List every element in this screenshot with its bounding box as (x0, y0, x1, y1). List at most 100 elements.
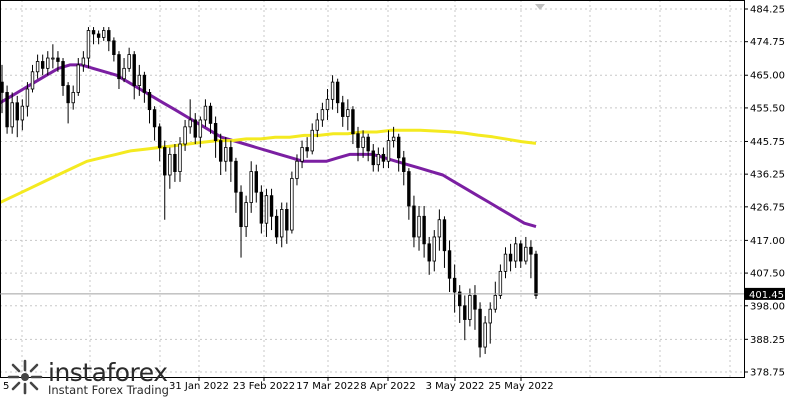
candle-body (5, 92, 9, 128)
candle (178, 137, 182, 182)
logo-text: instaforex (48, 358, 168, 387)
candle-body (325, 98, 330, 111)
grid-layer (0, 0, 744, 377)
candle-body (519, 243, 523, 262)
candle (234, 157, 238, 213)
candle-body (269, 195, 274, 217)
candle (386, 130, 391, 169)
candle-body (310, 129, 314, 152)
candle (458, 285, 462, 323)
candle-body (508, 253, 513, 262)
candle (0, 64, 4, 114)
candle-body (330, 81, 335, 100)
candle-body (61, 61, 65, 86)
candle-body (213, 123, 218, 142)
candle-body (396, 136, 401, 159)
candle (163, 140, 167, 220)
candle (432, 230, 436, 272)
candle-body (305, 147, 309, 152)
candle (229, 140, 233, 182)
candle (325, 88, 330, 120)
candle (81, 51, 86, 72)
candle (122, 58, 126, 83)
candle (427, 236, 431, 275)
candle (295, 154, 299, 186)
candle-body (0, 81, 4, 93)
candle (168, 147, 172, 189)
candle (529, 240, 533, 279)
y-tick-label: 436.25 (750, 170, 785, 181)
candle-body (427, 243, 431, 262)
candle (417, 205, 421, 251)
candle-body (122, 67, 126, 80)
candle-body (356, 133, 360, 148)
current-price-box (745, 287, 785, 300)
candle-body (10, 102, 14, 128)
candle-body (163, 147, 167, 176)
candle (25, 82, 30, 117)
candle-body (335, 81, 340, 104)
candle-body (361, 136, 365, 148)
candle-body (229, 147, 233, 162)
candle-body (366, 136, 370, 152)
candle (183, 119, 187, 151)
candle (274, 209, 279, 244)
candle (285, 202, 289, 244)
candle (269, 188, 274, 231)
candle-body (488, 308, 492, 324)
candle-body (249, 171, 253, 203)
candle-body (168, 153, 172, 176)
candle-body (86, 30, 91, 59)
candle (356, 126, 360, 162)
candle (40, 54, 45, 76)
candle (447, 240, 452, 293)
candle-body (452, 277, 457, 293)
candle (61, 58, 65, 96)
candle (498, 264, 503, 299)
candle (152, 106, 157, 141)
candle (107, 27, 111, 52)
candle-body (534, 253, 538, 296)
current-price-label: 401.45 (749, 290, 784, 301)
candle-body (51, 57, 55, 60)
instaforex-logo: instaforex Instant Forex Trading (0, 354, 180, 400)
instaforex-logo-icon (7, 359, 43, 395)
candle-body (483, 322, 487, 348)
candle (442, 216, 447, 268)
candle-body (407, 171, 411, 207)
axes: 484.25 474.75 465.00 455.50 445.75 436.25 426.… (0, 0, 785, 392)
candle-body (280, 209, 284, 238)
candle (127, 47, 131, 72)
candle-body (524, 246, 528, 262)
candle (290, 171, 294, 234)
candle (30, 64, 35, 93)
candle-body (127, 54, 131, 69)
candle-body (147, 92, 152, 111)
candle-body (20, 105, 25, 121)
candle-body (402, 157, 406, 172)
candle (249, 161, 253, 213)
candle (483, 316, 487, 354)
candle (213, 116, 218, 158)
candle-body (386, 140, 391, 162)
candle-body (346, 109, 350, 117)
shift-marker-icon (535, 4, 545, 10)
candle (112, 37, 116, 62)
candle-body (371, 150, 375, 166)
candle-body (71, 92, 75, 104)
y-tick-label: 388.25 (750, 335, 785, 346)
y-tick-label: 474.75 (750, 37, 785, 48)
candle-body (142, 74, 147, 93)
candle-body (239, 191, 243, 228)
candle (361, 130, 365, 158)
candle-body (198, 119, 203, 138)
candle-body (259, 191, 264, 224)
y-tick-label: 398.00 (750, 301, 785, 312)
candle-body (274, 215, 279, 238)
candle-body (417, 215, 421, 238)
y-tick-label: 455.50 (750, 103, 785, 114)
candle (254, 164, 258, 203)
candle (315, 113, 320, 138)
candle-body (351, 109, 355, 135)
